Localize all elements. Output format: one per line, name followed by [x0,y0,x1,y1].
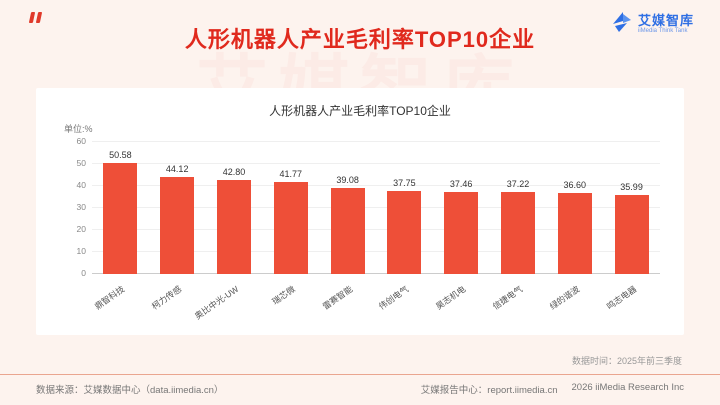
bar [103,162,138,274]
chart-title: 人形机器人产业毛利率TOP10企业 [269,104,451,118]
footer-divider [0,374,720,375]
x-category-label: 绿的谐波 [547,283,582,312]
x-category-label: 伟创电气 [377,283,411,312]
brand-subtitle: iiMedia Think Tank [637,28,688,35]
y-tick-label: 40 [76,180,86,190]
bar-value-label: 50.58 [109,149,132,160]
y-tick-label: 60 [76,136,86,146]
bar [614,194,649,274]
footer: 数据来源：艾媒数据中心（data.iimedia.cn） 艾媒报告中心：repo… [36,382,684,396]
bar-group: 42.80 奥比中光-UW [193,142,259,321]
gridline [92,273,660,274]
page-title: 人形机器人产业毛利率TOP10企业 [184,27,536,52]
report-center-text: 艾媒报告中心：report.iimedia.cn [420,385,558,396]
footer-right: 艾媒报告中心：report.iimedia.cn 2026 iiMedia Re… [421,382,684,396]
iimedia-logo-icon [609,10,633,39]
bar-group: 50.58 鼎智科技 [93,142,145,312]
bar [387,190,422,274]
bar-group: 37.46 昊志机电 [434,142,486,312]
bar [330,188,365,274]
bar [500,192,535,274]
x-category-label: 雷赛智能 [320,283,354,312]
gridline [92,185,660,186]
gridline [92,207,660,208]
bar-group: 39.08 雷赛智能 [320,142,373,312]
gridline [92,229,660,230]
chart-card: 人形机器人产业毛利率TOP10企业 单位:% 0 10 20 30 40 50 60 50.… [36,88,684,335]
bar [273,182,308,274]
gridline [92,251,660,252]
bars-layer: 50.58 鼎智科技 44.12 柯力传感 42.80 奥比中光-UW 41.77 瑞芯微 39… [92,142,660,321]
brand-name: 艾媒智库 [637,13,694,29]
x-category-label: 信捷电气 [490,283,525,312]
bar-value-label: 42.80 [222,166,246,177]
bar-value-label: 35.99 [620,181,643,192]
x-category-label: 鼎智科技 [93,283,127,312]
bar-group: 37.22 信捷电气 [491,142,543,312]
y-tick-label: 10 [76,246,86,256]
bar-group: 44.12 柯力传感 [150,142,202,312]
x-category-label: 瑞芯微 [270,283,298,307]
bar-group: 35.99 鸣志电器 [604,142,657,312]
x-category-label: 奥比中光-UW [192,283,241,322]
bar-group: 37.75 伟创电气 [377,142,429,312]
gridline [92,163,660,164]
x-category-label: 鸣志电器 [604,283,638,312]
plot-area: 0 10 20 30 40 50 60 50.58 鼎智科技 44.12 柯力传感 42.80 奥比中… [77,136,660,321]
y-tick-label: 50 [76,158,86,168]
bar [216,179,251,274]
bar-value-label: 41.77 [279,169,303,180]
brand-logo: 艾媒智库 iiMedia Think Tank [609,10,694,39]
y-tick-label: 30 [76,202,86,212]
brand-text: 艾媒智库 iiMedia Think Tank [637,13,694,35]
y-tick-label: 20 [76,224,86,234]
x-category-label: 昊志机电 [433,283,468,312]
bar-value-label: 44.12 [165,163,189,174]
x-category-label: 柯力传感 [149,283,184,312]
bar-value-label: 37.46 [449,178,473,189]
y-axis-unit-label: 单位:% [64,124,93,134]
bar [444,191,479,274]
bar-group: 41.77 瑞芯微 [266,142,316,307]
data-source-text: 数据来源：艾媒数据中心（data.iimedia.cn） [36,385,224,396]
copyright-text: 2026 iiMedia Research Inc [571,382,684,393]
bar-value-label: 37.22 [506,179,530,190]
gridline [92,141,660,142]
bar-value-label: 37.75 [393,177,416,188]
bar-value-label: 36.60 [563,180,587,191]
y-tick-label: 0 [81,268,86,278]
bar [557,193,592,274]
bar-group: 36.60 绿的谐波 [547,142,600,312]
data-time-note: 数据时间：2025年前三季度 [571,356,682,366]
bar [160,176,195,274]
bar-value-label: 39.08 [336,175,359,186]
